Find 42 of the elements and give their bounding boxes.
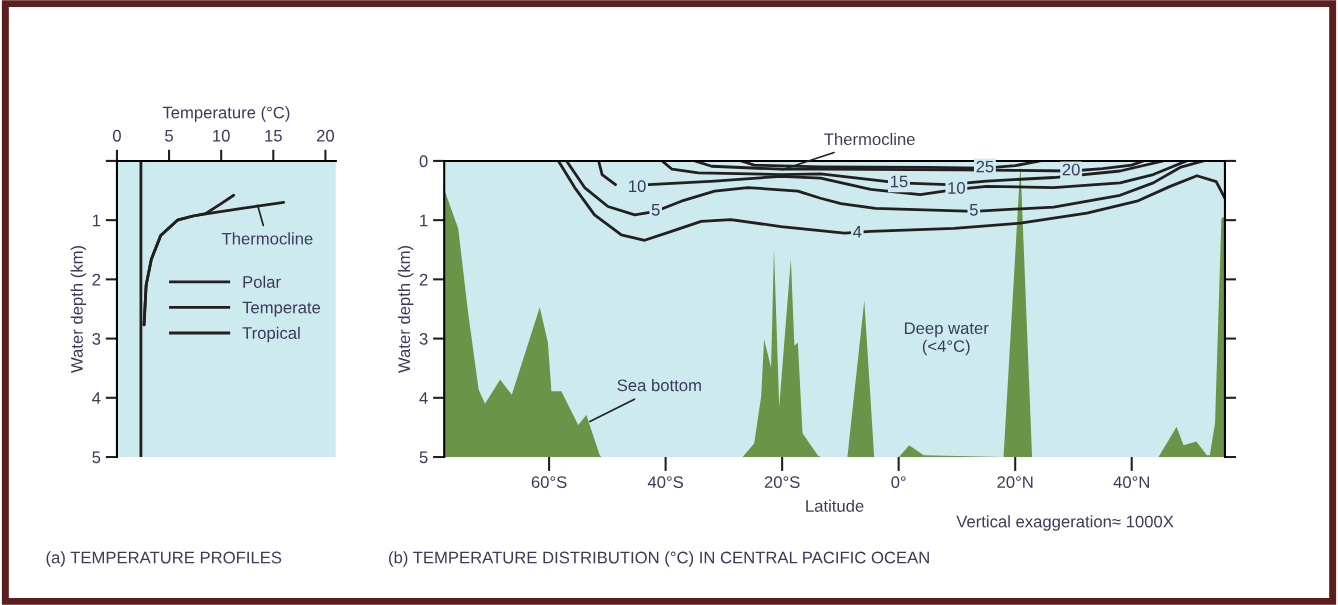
annotation: 15 <box>890 175 908 188</box>
annotation: Thermocline <box>221 232 313 245</box>
x-tick-label: 20 <box>316 129 335 142</box>
y-axis-title: Water depth (km) <box>70 245 87 373</box>
annotation: Sea bottom <box>617 379 701 392</box>
x-tick-label: 60°S <box>531 476 567 489</box>
x-tick-label: 0 <box>112 129 121 142</box>
annotation: 10 <box>948 182 965 194</box>
y-tick-label: 0 <box>419 155 428 168</box>
y-tick-label: 1 <box>420 214 428 227</box>
y-tick-label: 4 <box>419 392 428 404</box>
y-tick-label: 3 <box>419 332 428 345</box>
x-tick-label: 40°N <box>1113 476 1149 489</box>
y-tick-label: 3 <box>92 332 101 345</box>
x-tick-label: 40°S <box>647 476 684 489</box>
text: (b) TEMPERATURE DISTRIBUTION (°C) IN CENTRAL PACIFIC OCEAN <box>389 551 929 567</box>
y-tick-label: 2 <box>92 273 101 286</box>
y-tick-label: 5 <box>92 451 101 464</box>
x-axis-title: Latitude <box>806 499 864 512</box>
annotation: 25 <box>976 160 994 173</box>
y-tick-label: 5 <box>419 451 428 464</box>
x-tick-label: 0° <box>891 476 906 489</box>
legend-label: Tropical <box>242 326 300 343</box>
x-tick-label: 20°N <box>997 476 1033 489</box>
text: (a) TEMPERATURE PROFILES <box>46 551 282 567</box>
x-tick-label: 15 <box>265 130 282 142</box>
y-axis-title: Water depth (km) <box>397 245 414 373</box>
y-tick-label: 2 <box>419 273 428 286</box>
y-tick-label: 1 <box>92 214 101 227</box>
x-axis-title: Temperature (°C) <box>162 106 290 122</box>
text: Vertical exaggeration≈ 1000X <box>956 515 1174 531</box>
legend-label: Polar <box>243 275 281 288</box>
legend-label: Temperate <box>242 301 321 317</box>
y-tick-label: 4 <box>92 392 101 404</box>
annotation: Thermocline <box>824 132 915 146</box>
x-tick-label: 20°S <box>764 476 800 489</box>
x-tick-label: 5 <box>165 130 173 142</box>
annotation: 4 <box>853 226 862 238</box>
annotation: 10 <box>629 180 646 193</box>
annotation: Deep water (<4°C) <box>904 322 989 356</box>
x-tick-label: 10 <box>213 129 230 142</box>
annotation: 20 <box>1062 163 1080 176</box>
